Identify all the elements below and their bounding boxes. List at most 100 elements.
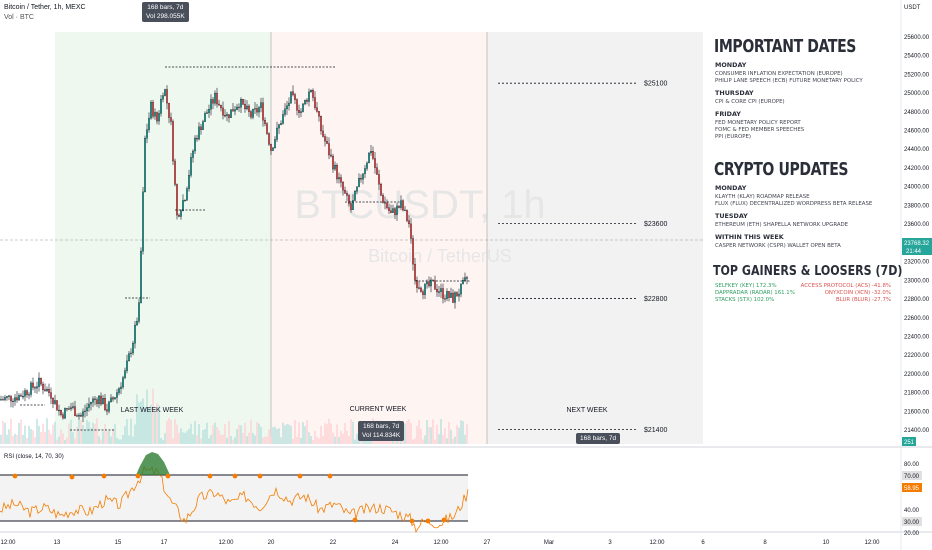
candle-body [210,99,212,110]
gainer-item: STACKS (STX) 102.0% [715,297,775,303]
volume-bar [464,434,466,444]
dates-group: MONDAY CONSUMER INFLATION EXPECTATION (E… [708,61,884,85]
candle-body [448,291,450,298]
candle-body [118,388,120,393]
volume-bar [24,425,26,444]
price-axis-currency: USDT [904,5,921,11]
candle-body [170,117,172,122]
candle-body [252,108,254,118]
rsi-line [0,452,469,533]
crypto-item: KLAYTH (KLAY) ROADMAP RELEASE [715,194,810,200]
dates-item: PHILIP LANE SPEECH (ECB) FUTURE MONETARY… [715,78,863,84]
candle-body [260,102,262,108]
volume-bar [410,423,412,444]
volume-tag [902,437,916,446]
volume-bar [22,434,24,444]
candle-body [352,200,354,210]
volume-bar [412,439,414,444]
candle-body [428,281,430,287]
volume-bar [416,426,418,444]
candle-body [264,120,266,124]
dates-day: FRIDAY [715,110,741,118]
price-tick: 22000.00 [904,372,930,378]
last-price-tag [902,238,932,255]
volume-bar [334,436,336,444]
candle-body [290,91,292,104]
time-tick: 3 [608,540,612,546]
volume-bar [102,431,104,444]
candle-body [256,108,258,113]
volume-bar [88,421,90,444]
time-tick: 10 [823,540,830,546]
price-axis[interactable]: 25600.00 25400.00 25200.00 25000.00 24800.00… [904,35,930,434]
candle-body [166,89,168,104]
next-week-label: NEXT WEEK [566,407,607,414]
volume-bar [156,403,158,444]
rsi-lower-value: 30.00 [904,520,920,526]
price-tick: 21600.00 [904,409,930,415]
loser-item: BLUR (BLUR) -27.7% [836,297,891,303]
dates-item: CPI & CORE CPI (EUROPE) [715,99,785,105]
candle-body [400,200,402,208]
volume-bar [104,423,106,444]
volume-bar [204,429,206,444]
candle-body [272,147,274,151]
volume-bar [166,420,168,444]
price-tick: 25000.00 [904,91,930,97]
volume-bar [36,418,38,444]
candle-body [354,190,356,201]
volume-bar [130,418,132,444]
current-range-tag: 168 bars, 7d Vol 114.834K [358,421,405,441]
volume-bar [324,423,326,444]
volume-bar [280,437,282,444]
candle-body [370,151,372,154]
candle-body [162,95,164,100]
volume-bar [424,435,426,444]
volume-bar [122,434,124,444]
candle-body [362,173,364,180]
candle-body [466,277,468,279]
top-range-tag: 168 bars, 7d Vol 298.055K [142,2,189,22]
symbol-title[interactable]: Bitcoin / Tether, 1h, MEXC [4,4,86,11]
volume-bar [278,428,280,444]
rsi-marker [409,518,415,524]
volume-bar [108,430,110,444]
crypto-list: MONDAY KLAYTH (KLAY) ROADMAP RELEASE FLU… [708,184,884,250]
candle-body [410,223,412,239]
crypto-item: FLUX (FLUX) DECENTRALIZED WORDPRESS BETA… [715,201,873,207]
rsi-tick: 40.00 [904,508,920,514]
volume-bar [0,434,2,444]
candle-body [90,402,92,405]
candle-body [82,411,84,417]
volume-bar [332,432,334,444]
candle-body [408,220,410,225]
time-axis[interactable]: 12:00 13 15 17 12:00 20 22 24 12:00 27 Mar 3 12:00 6 8… [0,540,880,546]
volume-bar [172,438,174,444]
dates-group: THURSDAY CPI & CORE CPI (EUROPE) [708,89,884,106]
volume-bar [144,406,146,444]
candle-body [10,395,12,402]
candle-body [458,293,460,297]
volume-bar [308,432,310,444]
candle-body [36,386,38,389]
volume-bar [448,422,450,444]
dates-day: THURSDAY [715,89,754,97]
last-week-label: LAST WEEK WEEK [121,407,184,414]
volume-bar [216,427,218,444]
candle-body [64,408,66,419]
volume-bar [74,438,76,444]
candle-body [54,400,56,404]
candle-body [406,209,408,221]
volume-bar [164,433,166,444]
candle-body [180,210,182,217]
volume-bar [168,418,170,444]
volume-bar [206,422,208,444]
volume-bar [422,439,424,444]
volume-bar [238,424,240,444]
volume-bar [442,435,444,444]
candle-body [206,112,208,114]
volume-bar [344,422,346,444]
volume-bar [66,437,68,444]
volume-bar [64,439,66,444]
